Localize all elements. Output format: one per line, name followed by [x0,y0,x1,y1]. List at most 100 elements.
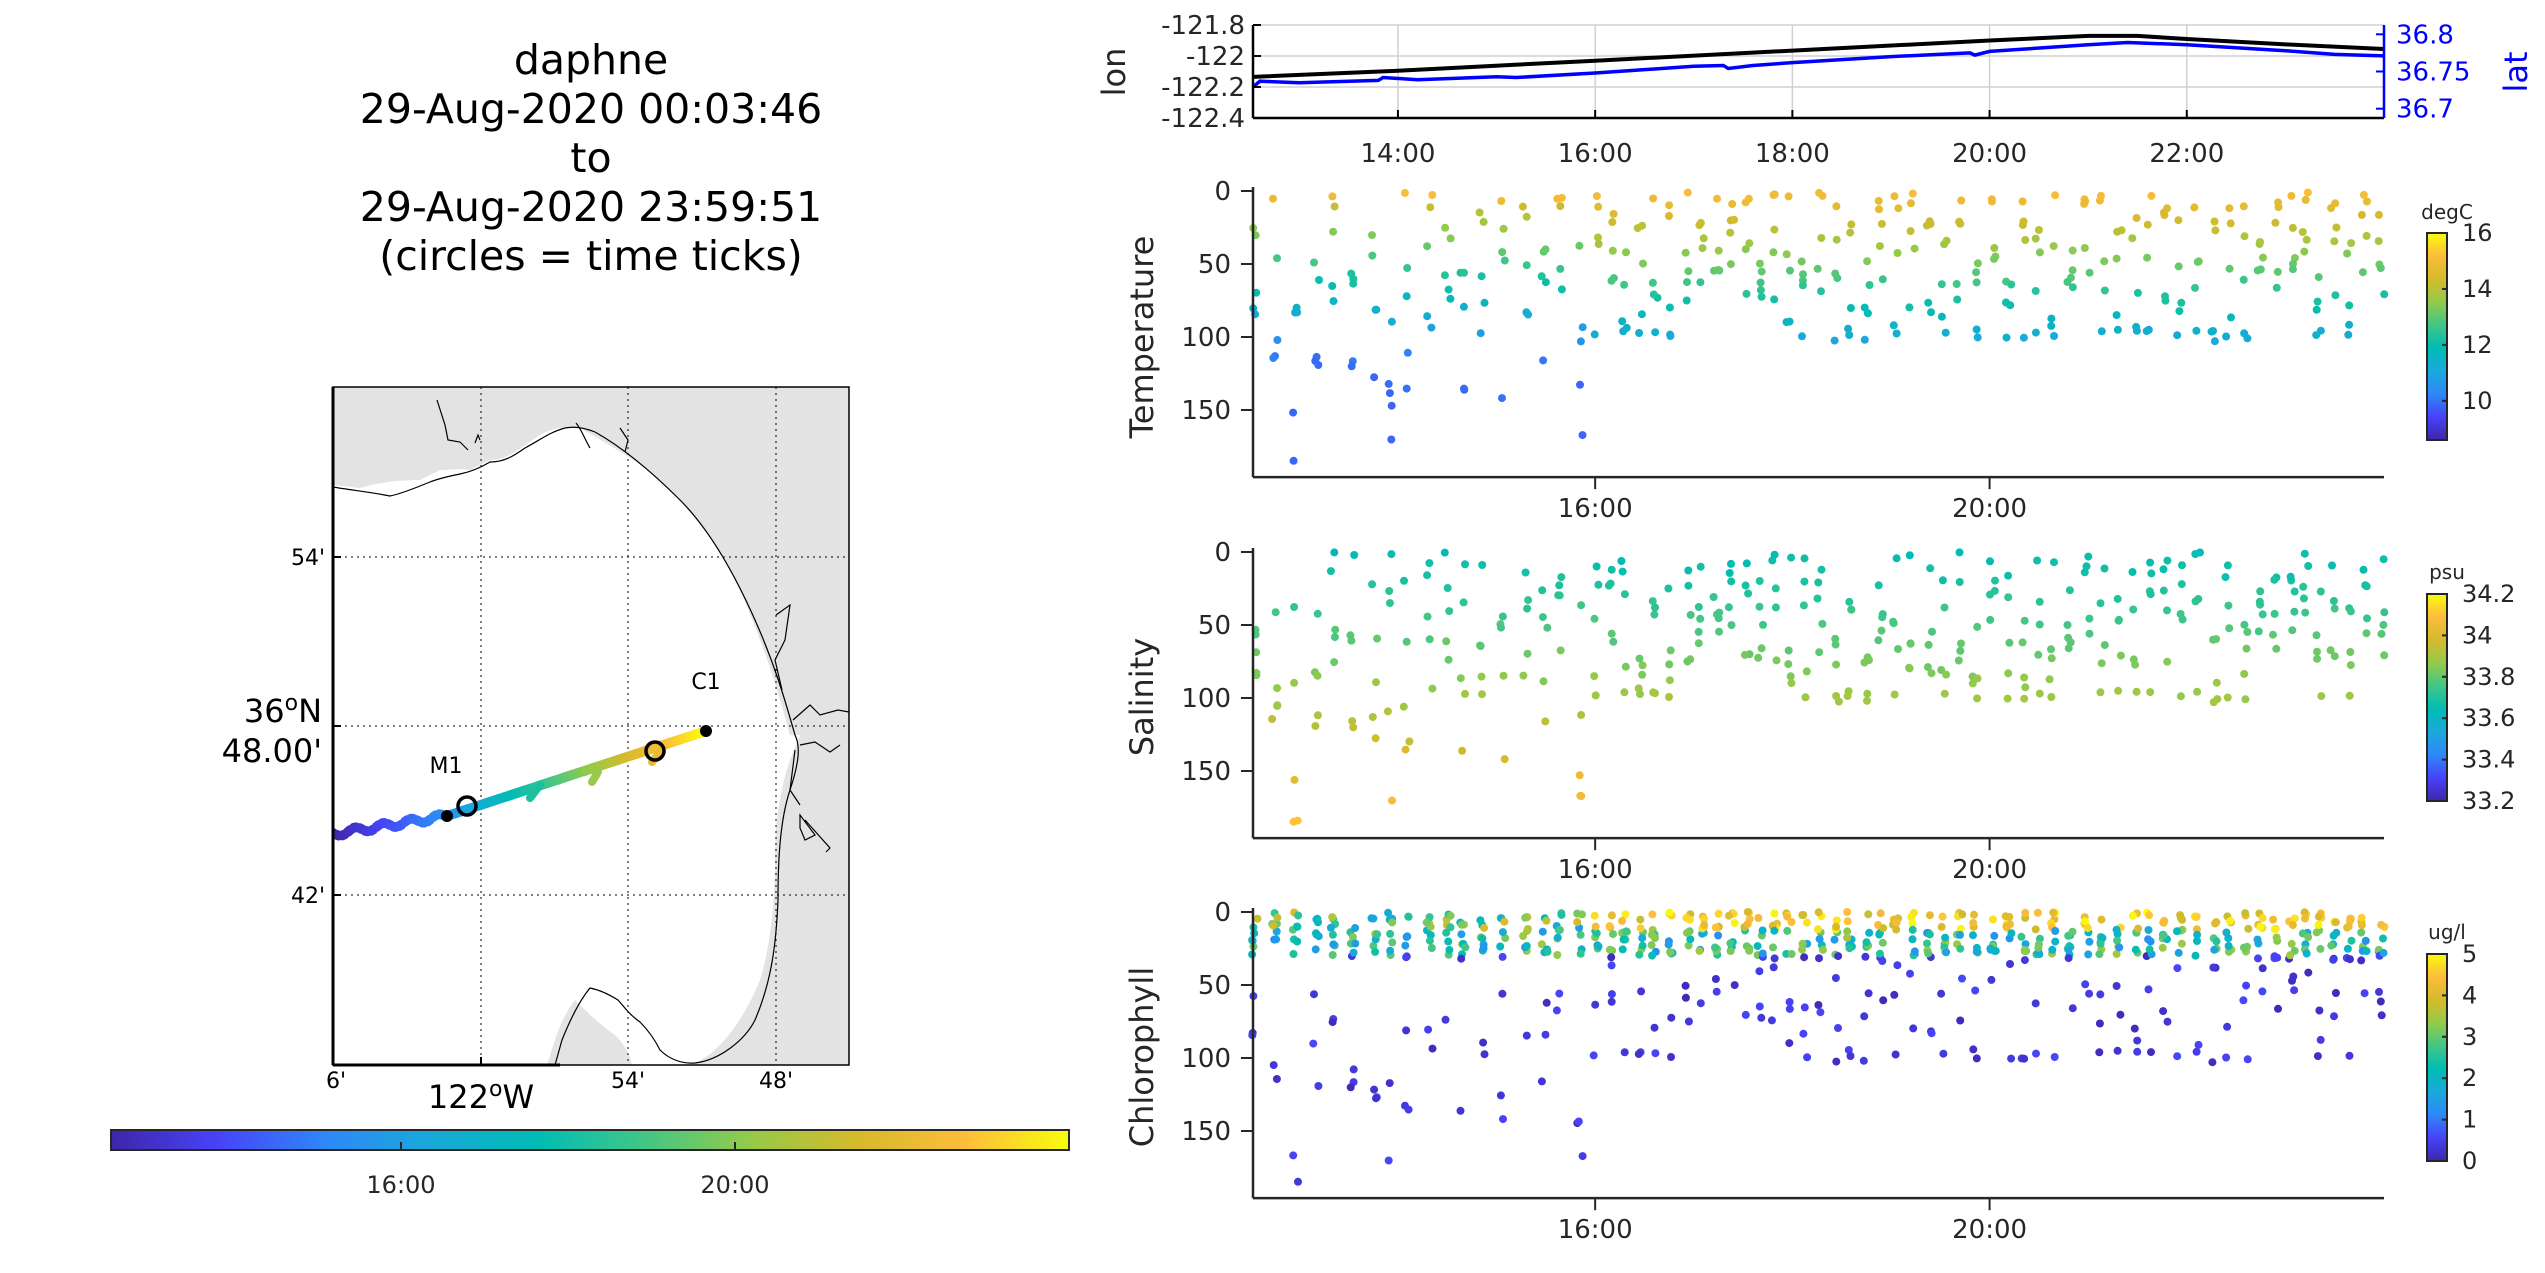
temp-point [1924,298,1933,307]
temp-point [1368,251,1377,260]
temp-point [1273,254,1281,263]
chl-point [2362,947,2371,956]
temp-point [1957,196,1966,205]
sal-point [1927,669,1936,678]
sal-point [1313,711,1322,720]
sal-point [1543,623,1552,632]
sal-point [2129,605,2138,614]
temp-point [1710,266,1718,275]
temp-point [1314,361,1323,369]
chl-point [1619,935,1628,944]
station-marker-m1 [441,810,453,822]
chl-point [2081,917,2089,926]
chl-point [1618,945,1627,954]
chl-point [2343,944,2352,953]
sal-point [1709,593,1718,601]
chl-point [2020,1054,2029,1063]
temp-point [1328,282,1337,290]
temp-point [2175,307,2184,316]
chl-point [1457,920,1466,929]
harbor-south [799,813,831,853]
sal-point [1607,565,1616,574]
sal-point [1592,562,1601,571]
river-east-2 [789,704,849,806]
chl-point [1987,975,1996,984]
chl-point [1289,950,1298,958]
temp-point [1541,245,1550,254]
temp-point [2068,246,2077,255]
temp-point [1370,373,1379,382]
chl-point [2344,922,2353,931]
svg-text:36oN: 36oN [244,691,322,730]
temp-point [2161,296,2170,305]
sal-point [1843,692,1852,700]
chl-point [1554,926,1563,935]
temp-point [1894,204,1903,213]
chl-point [2007,1054,2016,1063]
sal-point [1330,633,1339,642]
sal-point [1696,614,1705,623]
sal-point [1385,587,1394,595]
sal-point [1577,711,1586,719]
chl-point [1815,935,1824,944]
map-ytick-42: 42' [291,884,325,909]
chl-point [1620,1048,1629,1057]
chl-point [2223,1022,2232,1031]
temp-point [2343,249,2352,258]
chl-point [1621,910,1630,919]
temp-point [1608,218,1617,227]
chl-point [1844,1046,1853,1054]
temp-point [1368,231,1376,240]
temp-point [1441,223,1450,232]
temp-point [2312,305,2321,314]
sal-point [1725,569,1734,577]
chl-point [1348,933,1357,942]
sal-point [1606,579,1615,588]
temp-point [1892,329,1901,338]
position-ticks: -121.8-122-122.2-122.4 36.8 36.75 36.7 14:00… [1161,11,2470,169]
sal-point [1991,576,1999,585]
temp-point [2117,226,2126,235]
sal-point [1350,551,1359,559]
temp-point [1403,348,1412,357]
sal-point [1617,557,1626,565]
sal-point [1892,554,1901,563]
temp-point [2211,226,2220,235]
chl-point [1908,935,1917,944]
sal-point [2035,689,2044,698]
sal-point [1348,717,1357,726]
temp-point [1269,354,1278,362]
chl-point [2081,980,2090,989]
sal-point [1787,679,1796,688]
chl-point [1648,951,1657,960]
temp-point [1770,295,1779,304]
sal-point [1755,602,1764,611]
sal-point [1784,646,1793,655]
chl-point [1425,936,1434,945]
sal-point [1772,656,1781,665]
temp-point [1845,331,1854,339]
position-xtick: 20:00 [1952,139,2027,169]
temp-point [1460,268,1468,277]
chl-point [1956,930,1964,939]
chl-point [1498,928,1507,937]
chl-point [1272,1075,1281,1083]
sal-point [2003,694,2012,703]
chl-point [1618,916,1627,925]
temp-point [2301,195,2310,204]
chl-point [2272,933,2281,942]
temp-point [1832,202,1841,211]
sal-point [2330,652,2339,661]
chl-point [1685,915,1694,924]
sal-point [1942,670,1951,679]
chl-point [1457,930,1466,939]
position-xtick: 14:00 [1360,139,1435,169]
temp-point [2173,331,2182,340]
sal-point [1590,672,1599,681]
river-north-1 [436,399,481,451]
sal-point [2379,620,2388,629]
chl-point [1496,942,1505,951]
ship-track [333,725,712,841]
chl-point [2242,981,2251,990]
chl-point [2224,947,2233,956]
